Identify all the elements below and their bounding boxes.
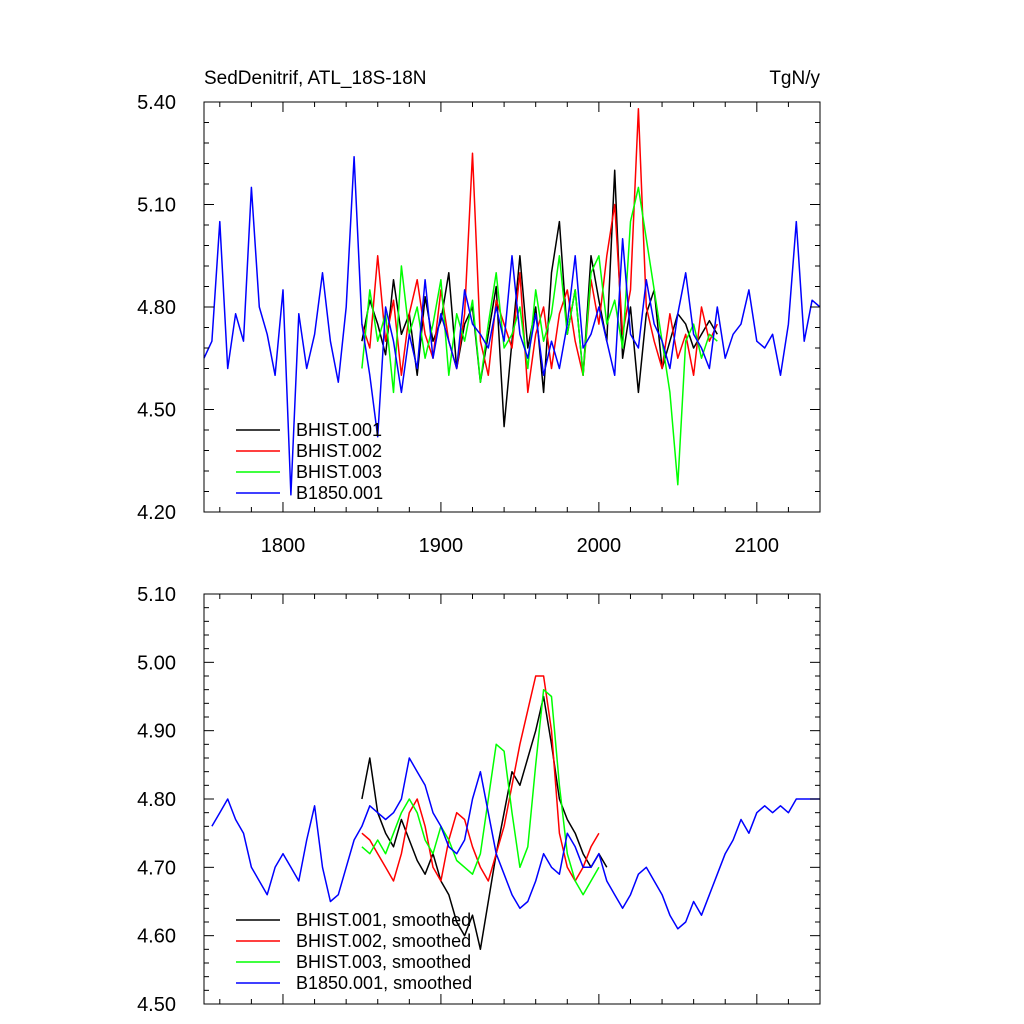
chart-title: SedDenitrif, ATL_18S-18N <box>204 68 427 89</box>
bottom-chart-panel: 4.50 4.60 4.70 4.80 4.90 5.00 5.10 BHIST.001, … <box>137 584 821 1016</box>
top-legend-label-4: B1850.001 <box>296 483 383 503</box>
top-y-tick-label: 4.80 <box>137 297 176 319</box>
bottom-series-line-3 <box>361 688 600 896</box>
bottom-plot-frame <box>203 593 821 1005</box>
top-series-line-3 <box>361 186 718 486</box>
top-series-line-4 <box>203 155 821 496</box>
bottom-y-tick-label: 4.60 <box>137 926 176 948</box>
top-legend-label-3: BHIST.003 <box>296 462 382 482</box>
bottom-series-line-2 <box>361 675 600 882</box>
bottom-y-tick-label: 5.00 <box>137 652 176 674</box>
bottom-y-tick-label: 4.70 <box>137 857 176 879</box>
bottom-y-tick-label: 5.10 <box>137 584 176 606</box>
bottom-y-tick-label: 4.80 <box>137 789 176 811</box>
bottom-y-tick-label: 4.50 <box>137 994 176 1016</box>
top-y-tick-label: 5.40 <box>137 92 176 114</box>
bottom-legend-label-4: B1850.001, smoothed <box>296 973 472 993</box>
top-plot-frame <box>203 101 821 513</box>
top-legend-label-1: BHIST.001 <box>296 420 382 440</box>
top-chart-panel: 1800 1900 2000 2100 4.20 4.50 4.80 5.10 5.40 Sed… <box>137 68 821 557</box>
top-series-line-2 <box>361 108 718 394</box>
units-label: TgN/y <box>769 68 820 89</box>
bottom-series-line-4 <box>211 757 820 930</box>
top-x-tick-label: 2000 <box>577 535 622 557</box>
top-x-tick-label: 2100 <box>735 535 780 557</box>
top-x-tick-label: 1800 <box>261 535 306 557</box>
top-y-tick-label: 4.50 <box>137 400 176 422</box>
bottom-series-line-1 <box>361 695 608 951</box>
bottom-legend-label-2: BHIST.002, smoothed <box>296 931 471 951</box>
top-y-tick-label: 4.20 <box>137 502 176 524</box>
bottom-legend-label-1: BHIST.001, smoothed <box>296 910 471 930</box>
top-x-tick-label: 1900 <box>419 535 464 557</box>
top-y-tick-label: 5.10 <box>137 195 176 217</box>
top-legend-label-2: BHIST.002 <box>296 441 382 461</box>
bottom-legend-label-3: BHIST.003, smoothed <box>296 952 471 972</box>
bottom-y-tick-label: 4.90 <box>137 721 176 743</box>
